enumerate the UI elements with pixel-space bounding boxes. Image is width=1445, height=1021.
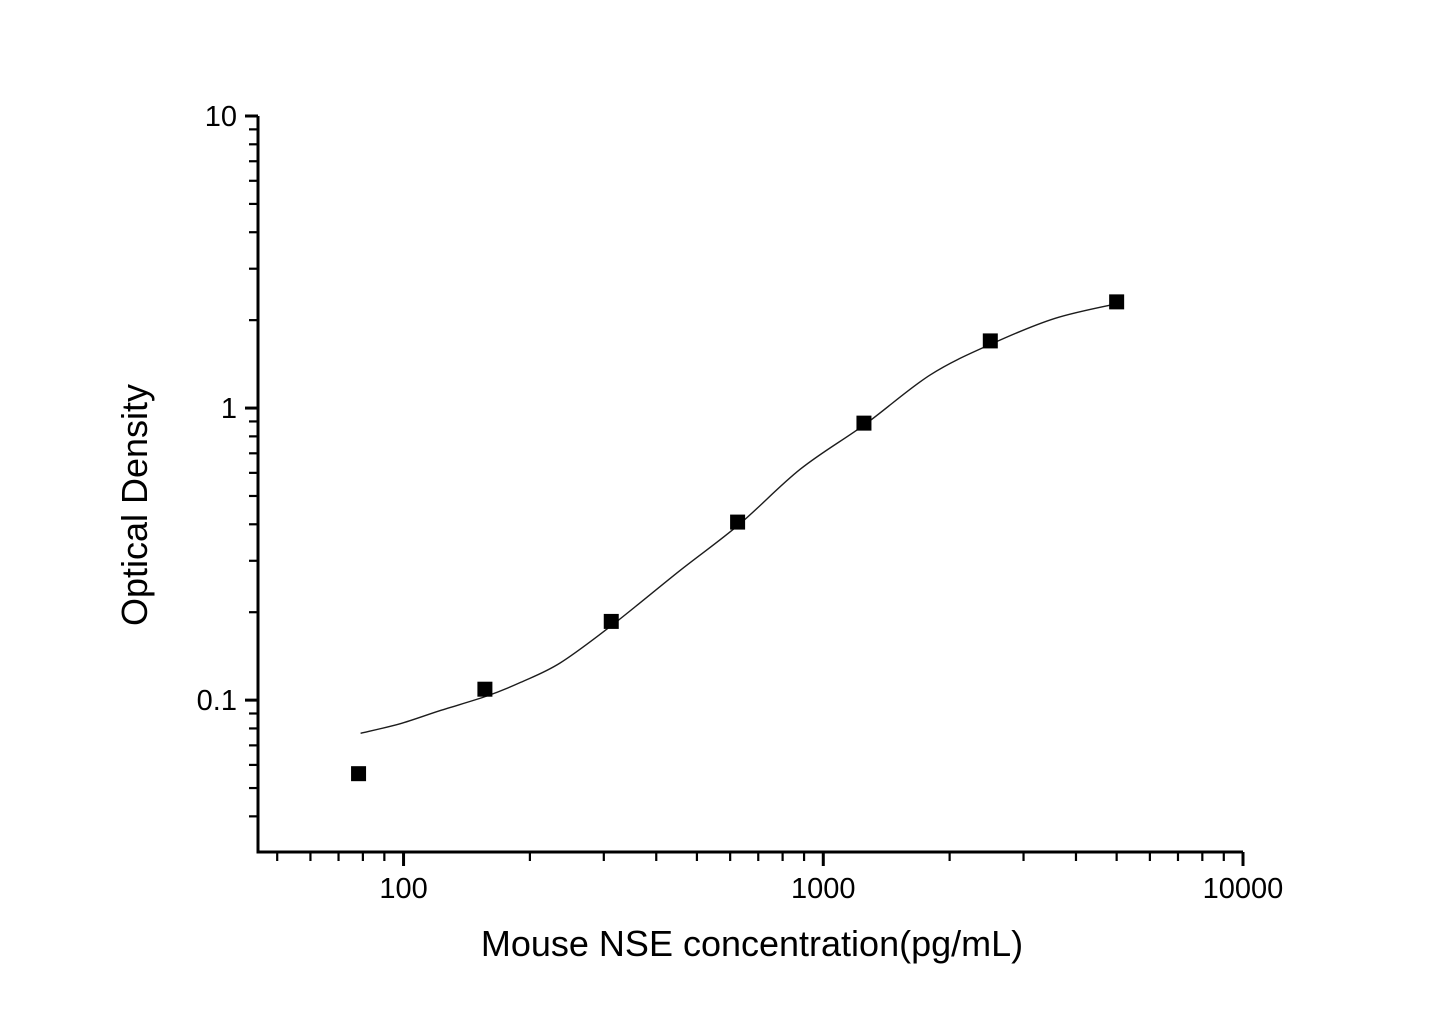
- y-tick-label: 0.1: [197, 685, 237, 717]
- x-tick-label: 100: [379, 873, 427, 905]
- data-point-marker: [477, 681, 493, 697]
- data-point-marker: [982, 333, 998, 349]
- axis-spines: [256, 116, 1243, 854]
- y-tick-label: 10: [205, 101, 237, 133]
- data-point-marker: [1109, 294, 1125, 310]
- fit-curve: [360, 302, 1121, 734]
- data-point-marker: [603, 613, 619, 629]
- plot-generated-content: 100 1000 10000 10 1 0.1: [197, 101, 1284, 905]
- x-tick-label: 1000: [791, 873, 856, 905]
- data-point-marker: [730, 514, 746, 530]
- data-point-marker: [351, 766, 367, 782]
- data-point-marker: [856, 415, 872, 431]
- x-axis-title: Mouse NSE concentration(pg/mL): [481, 923, 1023, 964]
- y-axis-title: Optical Density: [114, 384, 155, 626]
- x-tick-label: 10000: [1203, 873, 1284, 905]
- y-tick-label: 1: [221, 393, 237, 425]
